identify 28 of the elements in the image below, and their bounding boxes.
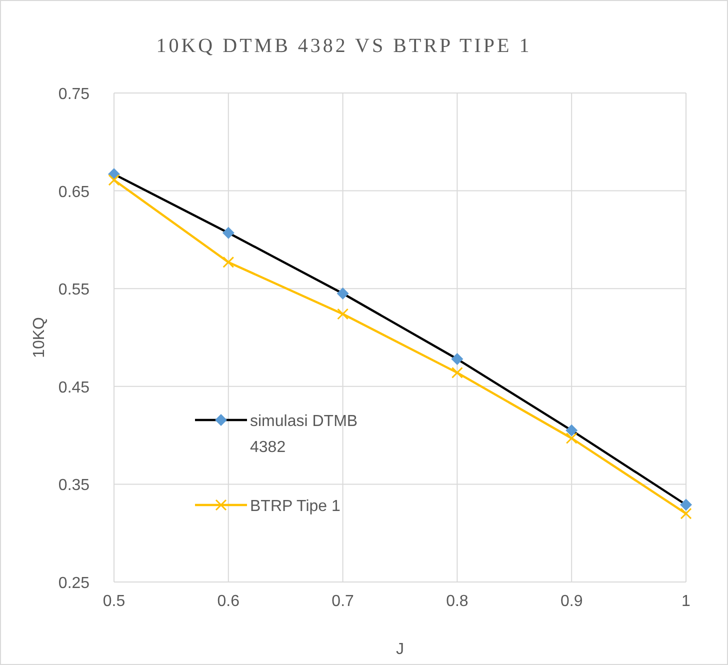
point (451, 366, 463, 378)
point (336, 287, 349, 300)
y-tick-label: 0.35 (58, 477, 90, 494)
x-tick-label: 1 (682, 593, 691, 610)
y-tick-label: 0.55 (58, 282, 90, 299)
point (222, 226, 234, 239)
chart-title: 10KQ DTMB 4382 VS BTRP TIPE 1 (156, 35, 532, 57)
y-tick-label: 0.75 (58, 86, 90, 103)
x-tick-label: 0.7 (332, 593, 354, 610)
x-tick-label: 0.8 (446, 593, 468, 610)
legend-label: BTRP Tipe 1 (250, 498, 341, 515)
y-tick-label: 0.25 (58, 575, 90, 592)
y-axis-title: 10KQ (31, 317, 48, 358)
point (566, 424, 578, 436)
x-tick-label: 0.5 (102, 593, 126, 610)
point (680, 508, 692, 520)
point (566, 432, 578, 444)
point (108, 174, 120, 186)
x-axis-title: J (396, 641, 404, 658)
point (680, 498, 692, 511)
point (451, 353, 464, 366)
y-tick-label: 0.65 (58, 184, 90, 201)
y-tick-label: 0.45 (58, 379, 90, 396)
x-tick-label: 0.6 (217, 593, 240, 610)
point (222, 256, 234, 268)
legend-label: simulasi DTMB 4382 (250, 413, 358, 456)
x-tick-label: 0.9 (560, 593, 583, 610)
point (337, 308, 349, 320)
